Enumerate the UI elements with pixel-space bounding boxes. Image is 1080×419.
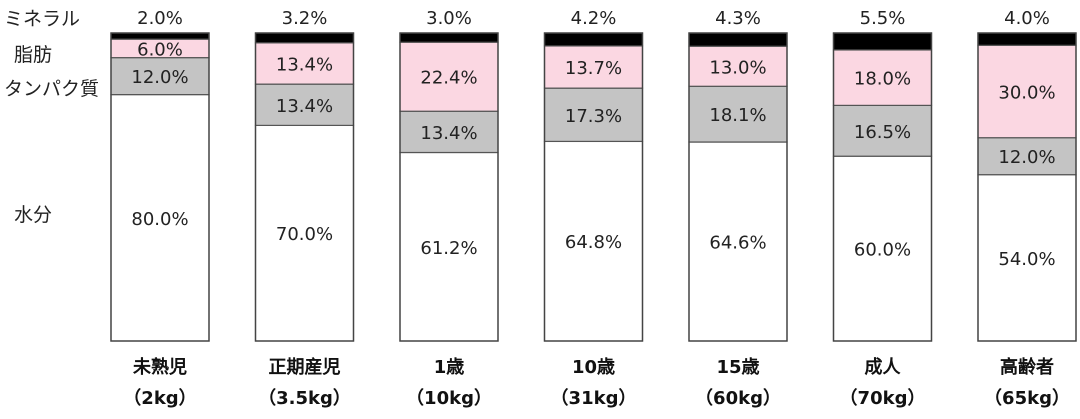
category-sublabel: （3.5kg）	[258, 388, 351, 409]
legend-water: 水分	[14, 204, 53, 226]
category-label: 15歳	[716, 357, 759, 378]
data-label: 5.5%	[860, 8, 906, 29]
category-label: 高齢者	[1000, 356, 1054, 378]
bar-frame	[543, 32, 644, 342]
bar-segment	[254, 42, 355, 85]
category-sublabel: （31kg）	[551, 388, 637, 409]
category-sublabel: （60kg）	[695, 388, 781, 409]
category-sublabel: （70kg）	[840, 388, 926, 409]
legend-protein: タンパク質	[4, 78, 100, 100]
data-label: 80.0%	[131, 209, 188, 230]
bar-segment	[399, 32, 499, 43]
bar-segment	[977, 32, 1077, 46]
bar-segment	[399, 110, 499, 154]
bar-segment	[832, 32, 933, 51]
category-sublabel: （65kg）	[984, 388, 1070, 409]
data-label: 4.0%	[1004, 8, 1050, 29]
data-label: 60.0%	[854, 240, 911, 261]
data-label: 12.0%	[998, 147, 1055, 168]
bar-segment	[110, 32, 210, 40]
data-label: 13.7%	[565, 58, 622, 79]
bar-frame	[110, 32, 210, 342]
data-label: 4.3%	[715, 8, 761, 29]
category-sublabel: （2kg）	[123, 388, 196, 409]
category-sublabel: （10kg）	[406, 388, 492, 409]
bar-segment	[832, 49, 933, 106]
data-label: 70.0%	[276, 224, 333, 245]
bar-segment	[688, 141, 788, 342]
category-label: 1歳	[434, 357, 465, 378]
category-label: 正期産児	[269, 356, 341, 378]
bar-segment	[832, 155, 933, 342]
bar-frame	[688, 32, 788, 342]
bar-segment	[688, 32, 788, 47]
bar-segment	[543, 32, 644, 47]
legend-fat: 脂肪	[14, 44, 53, 66]
category-label: 10歳	[572, 357, 615, 378]
data-label: 13.0%	[709, 57, 766, 78]
data-label: 16.5%	[854, 122, 911, 143]
data-label: 61.2%	[420, 238, 477, 259]
bar-frame	[977, 32, 1077, 342]
data-label: 13.4%	[276, 54, 333, 75]
data-label: 18.1%	[709, 105, 766, 126]
data-label: 3.2%	[282, 8, 328, 29]
category-label: 成人	[865, 356, 902, 378]
category-label: 未熟児	[133, 356, 187, 378]
data-label: 13.4%	[276, 96, 333, 117]
data-label: 64.6%	[709, 233, 766, 254]
bar-segment	[254, 83, 355, 126]
bar-segment	[110, 57, 210, 96]
data-label: 64.8%	[565, 232, 622, 253]
bar-segment	[977, 137, 1077, 176]
bar-frame	[254, 32, 355, 342]
bar-segment	[832, 104, 933, 157]
bar-frame	[832, 32, 933, 342]
bar-frame	[399, 32, 499, 342]
data-label: 4.2%	[571, 8, 617, 29]
data-label: 12.0%	[131, 67, 188, 88]
data-label: 6.0%	[137, 39, 183, 60]
data-label: 18.0%	[854, 69, 911, 90]
legend-mineral: ミネラル	[4, 8, 81, 30]
data-label: 22.4%	[420, 68, 477, 89]
bar-segment	[254, 32, 355, 44]
data-label: 2.0%	[137, 8, 183, 29]
data-label: 54.0%	[998, 249, 1055, 270]
data-label: 30.0%	[998, 83, 1055, 104]
bar-segment	[543, 140, 644, 342]
data-label: 17.3%	[565, 106, 622, 127]
data-label: 13.4%	[420, 123, 477, 144]
data-label: 3.0%	[426, 8, 472, 29]
bar-segment	[399, 41, 499, 112]
